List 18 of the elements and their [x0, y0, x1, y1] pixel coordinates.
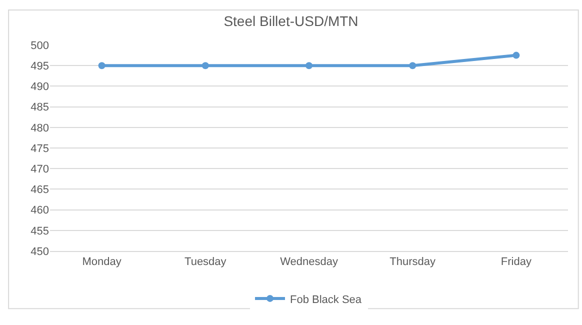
x-tick-label: Friday: [500, 256, 532, 268]
y-tick-label: 470: [30, 163, 49, 176]
y-tick-label: 490: [30, 81, 49, 94]
chart-title: Steel Billet-USD/MTN: [224, 13, 358, 30]
y-tick-label: 475: [30, 142, 49, 155]
y-tick-label: 450: [30, 246, 49, 258]
x-tick-label: Wednesday: [280, 256, 338, 268]
y-tick-label: 460: [30, 204, 49, 217]
legend-label: Fob Black Sea: [290, 294, 362, 306]
x-tick-label: Thursday: [390, 256, 436, 268]
y-tick-label: 480: [30, 122, 49, 134]
x-tick-label: Monday: [82, 256, 122, 268]
y-tick-label: 465: [30, 184, 49, 196]
y-tick-label: 485: [30, 102, 49, 114]
y-tick-label: 495: [30, 60, 49, 72]
y-tick-label: 500: [30, 40, 49, 52]
x-tick-label: Tuesday: [184, 256, 227, 268]
y-tick-label: 455: [30, 225, 49, 238]
